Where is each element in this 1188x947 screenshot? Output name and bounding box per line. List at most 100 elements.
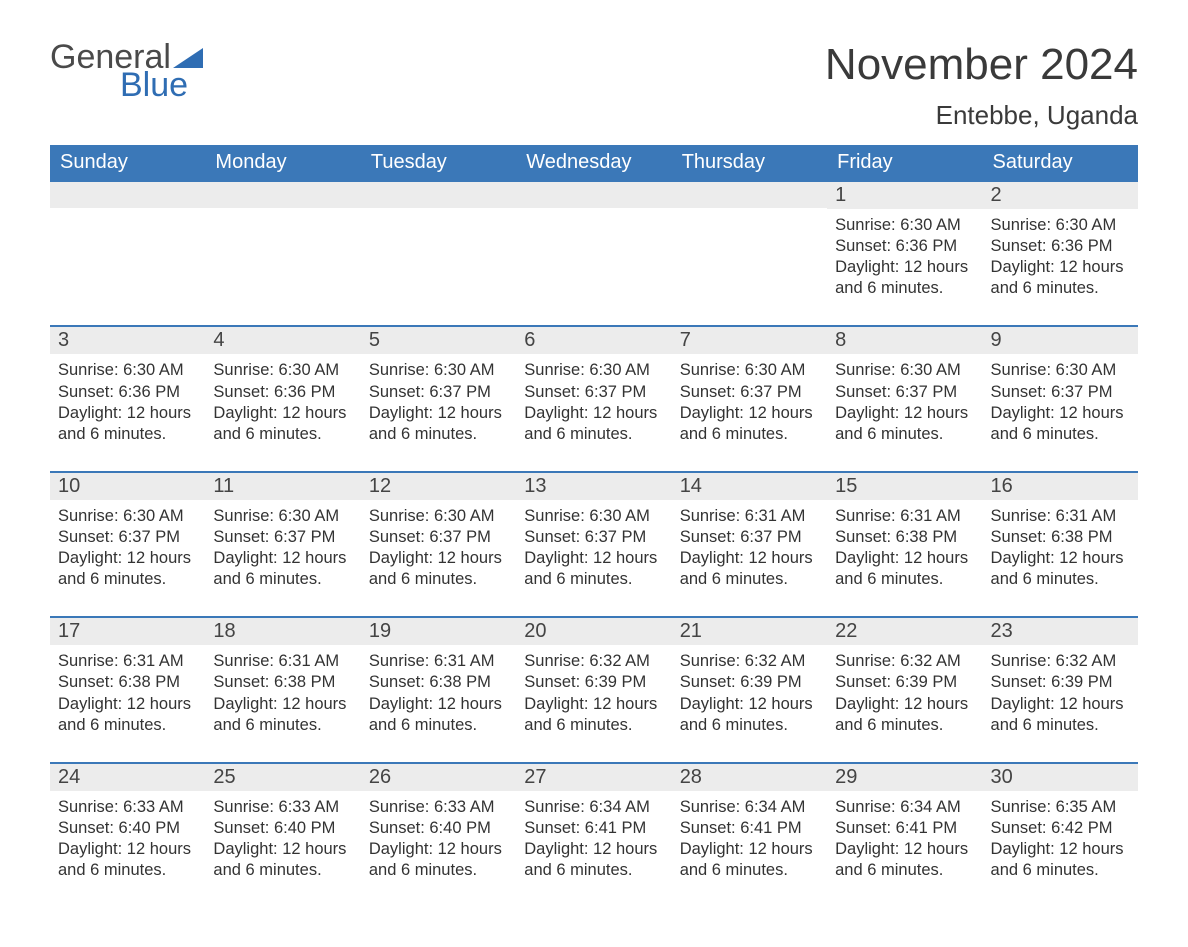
sunrise-text: Sunrise: 6:31 AM <box>680 506 819 527</box>
sunrise-text: Sunrise: 6:30 AM <box>524 360 663 381</box>
day-body: Sunrise: 6:30 AMSunset: 6:37 PMDaylight:… <box>672 354 827 470</box>
calendar-day-cell: 17Sunrise: 6:31 AMSunset: 6:38 PMDayligh… <box>50 617 205 762</box>
day-body: Sunrise: 6:30 AMSunset: 6:37 PMDaylight:… <box>50 500 205 616</box>
daylight-text: Daylight: 12 hours and 6 minutes. <box>524 403 663 445</box>
sunrise-text: Sunrise: 6:30 AM <box>58 506 197 527</box>
daylight-text: Daylight: 12 hours and 6 minutes. <box>835 403 974 445</box>
calendar-day-cell: 6Sunrise: 6:30 AMSunset: 6:37 PMDaylight… <box>516 326 671 471</box>
dow-wednesday: Wednesday <box>516 145 671 181</box>
day-body: Sunrise: 6:30 AMSunset: 6:37 PMDaylight:… <box>361 500 516 616</box>
sunrise-text: Sunrise: 6:32 AM <box>991 651 1130 672</box>
sunrise-text: Sunrise: 6:30 AM <box>524 506 663 527</box>
sunrise-text: Sunrise: 6:31 AM <box>835 506 974 527</box>
day-body: Sunrise: 6:33 AMSunset: 6:40 PMDaylight:… <box>205 791 360 907</box>
sunrise-text: Sunrise: 6:31 AM <box>58 651 197 672</box>
sunrise-text: Sunrise: 6:30 AM <box>213 506 352 527</box>
calendar-day-cell: 28Sunrise: 6:34 AMSunset: 6:41 PMDayligh… <box>672 763 827 907</box>
day-body: Sunrise: 6:30 AMSunset: 6:36 PMDaylight:… <box>827 209 982 325</box>
day-body: Sunrise: 6:31 AMSunset: 6:38 PMDaylight:… <box>205 645 360 761</box>
sunset-text: Sunset: 6:40 PM <box>58 818 197 839</box>
calendar-day-cell: 16Sunrise: 6:31 AMSunset: 6:38 PMDayligh… <box>983 472 1138 617</box>
day-number: 16 <box>983 473 1138 500</box>
sunrise-text: Sunrise: 6:30 AM <box>369 360 508 381</box>
calendar-day-cell <box>672 181 827 326</box>
sunset-text: Sunset: 6:41 PM <box>835 818 974 839</box>
sunset-text: Sunset: 6:38 PM <box>213 672 352 693</box>
calendar-day-cell: 25Sunrise: 6:33 AMSunset: 6:40 PMDayligh… <box>205 763 360 907</box>
day-number: 6 <box>516 327 671 354</box>
sunset-text: Sunset: 6:37 PM <box>213 527 352 548</box>
day-number: 11 <box>205 473 360 500</box>
sunset-text: Sunset: 6:40 PM <box>369 818 508 839</box>
sunset-text: Sunset: 6:38 PM <box>369 672 508 693</box>
daylight-text: Daylight: 12 hours and 6 minutes. <box>369 548 508 590</box>
sunrise-text: Sunrise: 6:30 AM <box>835 215 974 236</box>
sunrise-text: Sunrise: 6:30 AM <box>991 360 1130 381</box>
calendar-day-cell: 18Sunrise: 6:31 AMSunset: 6:38 PMDayligh… <box>205 617 360 762</box>
sunrise-text: Sunrise: 6:34 AM <box>524 797 663 818</box>
day-body: Sunrise: 6:30 AMSunset: 6:36 PMDaylight:… <box>50 354 205 470</box>
calendar-week-row: 17Sunrise: 6:31 AMSunset: 6:38 PMDayligh… <box>50 617 1138 762</box>
daylight-text: Daylight: 12 hours and 6 minutes. <box>680 694 819 736</box>
dow-sunday: Sunday <box>50 145 205 181</box>
day-number: 23 <box>983 618 1138 645</box>
day-body: Sunrise: 6:31 AMSunset: 6:38 PMDaylight:… <box>827 500 982 616</box>
sunset-text: Sunset: 6:37 PM <box>369 382 508 403</box>
day-body: Sunrise: 6:31 AMSunset: 6:38 PMDaylight:… <box>361 645 516 761</box>
sunrise-text: Sunrise: 6:30 AM <box>835 360 974 381</box>
day-number: 7 <box>672 327 827 354</box>
calendar-day-cell: 11Sunrise: 6:30 AMSunset: 6:37 PMDayligh… <box>205 472 360 617</box>
calendar-day-cell <box>516 181 671 326</box>
daylight-text: Daylight: 12 hours and 6 minutes. <box>991 548 1130 590</box>
day-body: Sunrise: 6:31 AMSunset: 6:38 PMDaylight:… <box>983 500 1138 616</box>
sunrise-text: Sunrise: 6:31 AM <box>991 506 1130 527</box>
daylight-text: Daylight: 12 hours and 6 minutes. <box>680 403 819 445</box>
daylight-text: Daylight: 12 hours and 6 minutes. <box>835 257 974 299</box>
day-body: Sunrise: 6:34 AMSunset: 6:41 PMDaylight:… <box>516 791 671 907</box>
day-number: 8 <box>827 327 982 354</box>
day-number: 3 <box>50 327 205 354</box>
day-number: 25 <box>205 764 360 791</box>
calendar-day-cell: 24Sunrise: 6:33 AMSunset: 6:40 PMDayligh… <box>50 763 205 907</box>
sunset-text: Sunset: 6:36 PM <box>213 382 352 403</box>
day-number: 13 <box>516 473 671 500</box>
daylight-text: Daylight: 12 hours and 6 minutes. <box>58 839 197 881</box>
day-body: Sunrise: 6:32 AMSunset: 6:39 PMDaylight:… <box>516 645 671 761</box>
sunset-text: Sunset: 6:36 PM <box>835 236 974 257</box>
calendar-day-cell: 26Sunrise: 6:33 AMSunset: 6:40 PMDayligh… <box>361 763 516 907</box>
daylight-text: Daylight: 12 hours and 6 minutes. <box>213 694 352 736</box>
sunset-text: Sunset: 6:37 PM <box>835 382 974 403</box>
day-body: Sunrise: 6:35 AMSunset: 6:42 PMDaylight:… <box>983 791 1138 907</box>
sunrise-text: Sunrise: 6:32 AM <box>680 651 819 672</box>
day-body: Sunrise: 6:30 AMSunset: 6:37 PMDaylight:… <box>516 354 671 470</box>
sunset-text: Sunset: 6:41 PM <box>680 818 819 839</box>
day-body: Sunrise: 6:31 AMSunset: 6:38 PMDaylight:… <box>50 645 205 761</box>
sunrise-text: Sunrise: 6:30 AM <box>680 360 819 381</box>
sunset-text: Sunset: 6:37 PM <box>58 527 197 548</box>
day-body: Sunrise: 6:32 AMSunset: 6:39 PMDaylight:… <box>827 645 982 761</box>
sunrise-text: Sunrise: 6:30 AM <box>213 360 352 381</box>
day-body: Sunrise: 6:31 AMSunset: 6:37 PMDaylight:… <box>672 500 827 616</box>
day-number: 14 <box>672 473 827 500</box>
day-body: Sunrise: 6:33 AMSunset: 6:40 PMDaylight:… <box>50 791 205 907</box>
day-number: 29 <box>827 764 982 791</box>
calendar-week-row: 24Sunrise: 6:33 AMSunset: 6:40 PMDayligh… <box>50 763 1138 907</box>
calendar-day-cell <box>50 181 205 326</box>
day-number: 17 <box>50 618 205 645</box>
sunrise-text: Sunrise: 6:30 AM <box>369 506 508 527</box>
daylight-text: Daylight: 12 hours and 6 minutes. <box>524 694 663 736</box>
day-body: Sunrise: 6:30 AMSunset: 6:37 PMDaylight:… <box>516 500 671 616</box>
dow-monday: Monday <box>205 145 360 181</box>
daylight-text: Daylight: 12 hours and 6 minutes. <box>58 403 197 445</box>
day-number: 15 <box>827 473 982 500</box>
calendar-day-cell: 7Sunrise: 6:30 AMSunset: 6:37 PMDaylight… <box>672 326 827 471</box>
sunset-text: Sunset: 6:36 PM <box>991 236 1130 257</box>
day-number: 10 <box>50 473 205 500</box>
day-number: 1 <box>827 182 982 209</box>
sunset-text: Sunset: 6:39 PM <box>835 672 974 693</box>
calendar-day-cell: 23Sunrise: 6:32 AMSunset: 6:39 PMDayligh… <box>983 617 1138 762</box>
calendar-day-cell: 21Sunrise: 6:32 AMSunset: 6:39 PMDayligh… <box>672 617 827 762</box>
sunset-text: Sunset: 6:37 PM <box>680 382 819 403</box>
calendar-day-cell <box>361 181 516 326</box>
calendar-day-cell: 29Sunrise: 6:34 AMSunset: 6:41 PMDayligh… <box>827 763 982 907</box>
